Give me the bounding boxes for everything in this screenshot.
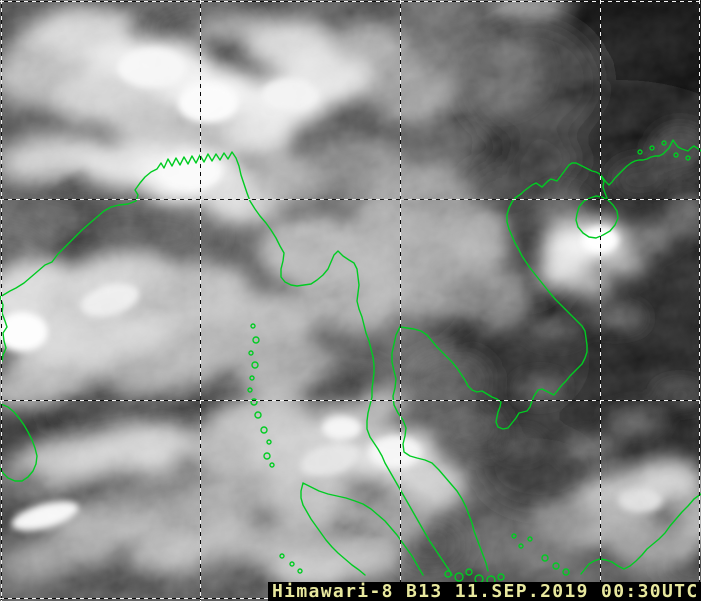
coastline-borneo [580, 493, 701, 575]
caption-text: Himawari-8 B13 11.SEP.2019 00:30UTC [272, 581, 699, 601]
coastline-hainan-island [575, 195, 619, 239]
coastline-gulf-of-thailand-west [391, 326, 489, 572]
coastline-overlay [0, 139, 701, 585]
small-islands [247, 140, 691, 585]
coastline-leizhou-peninsula [599, 174, 608, 199]
coastline-sri-lanka [0, 403, 38, 482]
coastline-india-left-edge [0, 296, 8, 362]
caption-bar: Himawari-8 B13 11.SEP.2019 00:30UTC [268, 582, 701, 601]
coastline-cambodia-vietnam-china [399, 139, 701, 430]
coastline-sumatra [300, 482, 424, 576]
coastline-india-bangladesh-myanmar-peninsula-west [0, 151, 453, 576]
